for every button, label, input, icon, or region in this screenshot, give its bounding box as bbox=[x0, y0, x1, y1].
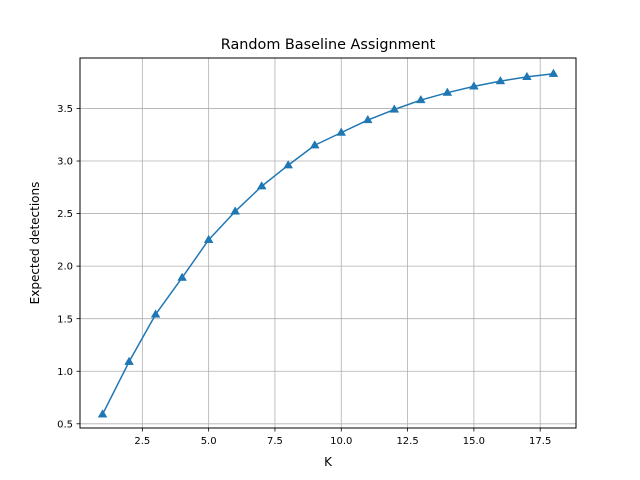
data-point-marker bbox=[495, 76, 506, 85]
data-point-marker bbox=[124, 356, 134, 365]
x-tick-label: 2.5 bbox=[134, 436, 150, 447]
data-point-marker bbox=[203, 234, 214, 243]
y-tick-label: 1.5 bbox=[57, 314, 73, 325]
x-axis-ticks: 2.5 5.0 7.5 10.0 12.5 15.0 17.5 bbox=[134, 428, 551, 447]
data-point-marker bbox=[416, 94, 426, 104]
data-point-marker bbox=[150, 309, 161, 318]
x-tick-label: 7.5 bbox=[267, 436, 283, 447]
x-tick-label: 17.5 bbox=[529, 436, 551, 447]
x-tick-label: 15.0 bbox=[463, 436, 485, 447]
x-tick-label: 10.0 bbox=[330, 436, 352, 447]
data-point-marker bbox=[97, 409, 108, 418]
data-point-marker bbox=[283, 160, 294, 169]
data-point-marker bbox=[309, 140, 320, 149]
data-point-marker bbox=[230, 206, 240, 215]
grid-lines bbox=[80, 58, 576, 428]
y-tick-label: 0.5 bbox=[57, 419, 73, 430]
data-point-marker bbox=[389, 104, 400, 113]
x-axis-label: K bbox=[324, 455, 333, 469]
plot-area-frame bbox=[79, 57, 577, 429]
x-tick-label: 5.0 bbox=[201, 436, 217, 447]
chart-title: Random Baseline Assignment bbox=[221, 37, 436, 53]
x-tick-label: 12.5 bbox=[396, 436, 418, 447]
data-point-marker bbox=[442, 87, 453, 96]
data-point-marker bbox=[256, 181, 267, 190]
y-axis-label: Expected detections bbox=[28, 182, 42, 305]
data-point-marker bbox=[548, 68, 559, 77]
y-tick-label: 2.0 bbox=[57, 262, 73, 273]
data-point-marker bbox=[522, 71, 532, 81]
y-axis-ticks: 0.5 1.0 1.5 2.0 2.5 3.0 3.5 bbox=[57, 104, 80, 430]
data-point-marker bbox=[177, 272, 187, 281]
y-tick-label: 2.5 bbox=[57, 209, 73, 220]
series-line bbox=[101, 73, 554, 415]
y-tick-label: 3.0 bbox=[57, 157, 73, 168]
plot-series bbox=[97, 68, 559, 418]
data-point-marker bbox=[336, 127, 347, 136]
y-tick-label: 1.0 bbox=[57, 367, 73, 378]
data-point-marker bbox=[469, 81, 479, 90]
y-tick-label: 3.5 bbox=[57, 104, 73, 115]
data-point-marker bbox=[362, 114, 373, 124]
